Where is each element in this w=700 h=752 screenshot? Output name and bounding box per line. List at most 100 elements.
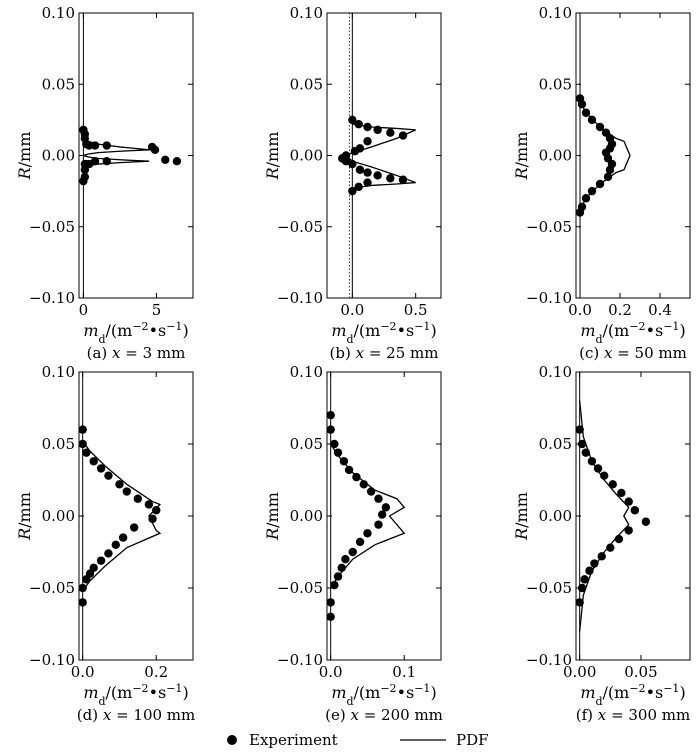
experiment-point xyxy=(326,411,335,420)
plot-frame xyxy=(575,12,691,299)
experiment-point xyxy=(359,480,368,489)
x-axis-label: md/(m−2•s−1) xyxy=(83,320,188,346)
experiment-point xyxy=(82,575,91,584)
experiment-point xyxy=(348,186,357,196)
y-tick-label: 0.10 xyxy=(42,363,75,381)
x-axis-label: md/(m−2•s−1) xyxy=(83,682,188,708)
experiment-point xyxy=(624,526,633,535)
experiment-point xyxy=(641,517,651,526)
y-tick-label: 0.05 xyxy=(290,435,323,453)
experiment-point xyxy=(614,534,624,544)
x-tick-label: 0.05 xyxy=(624,663,657,681)
x-axis-label: md/(m−2•s−1) xyxy=(580,320,685,346)
pdf-line xyxy=(579,400,630,632)
panel-caption: (e) x = 200 mm xyxy=(325,706,443,724)
y-tick-label: −0.10 xyxy=(29,289,75,307)
plot-frame xyxy=(575,371,691,661)
y-tick-label: 0.00 xyxy=(42,147,75,165)
experiment-point xyxy=(96,556,106,565)
experiment-point xyxy=(333,572,343,581)
pdf-line xyxy=(81,137,150,169)
experiment-point xyxy=(577,583,587,593)
x-tick-label: 0.0 xyxy=(340,301,364,319)
experiment-point xyxy=(326,425,335,434)
panel-caption: (b) x = 25 mm xyxy=(330,344,439,362)
experiment-point xyxy=(355,537,365,547)
y-tick-label: 0.00 xyxy=(539,507,572,525)
experiment-point xyxy=(605,165,615,174)
y-tick-label: 0.05 xyxy=(290,75,323,93)
experiment-point xyxy=(96,464,106,473)
experiment-point xyxy=(366,487,376,496)
experiment-point xyxy=(330,580,339,590)
y-tick-label: −0.05 xyxy=(277,218,323,236)
experiment-point xyxy=(374,494,383,503)
x-tick-label: 0.2 xyxy=(144,663,168,681)
experiment-point xyxy=(102,157,111,166)
experiment-point xyxy=(595,179,605,189)
experiment-point xyxy=(577,439,587,449)
y-tick-label: −0.05 xyxy=(277,579,323,597)
experiment-point xyxy=(333,448,343,457)
y-tick-label: 0.00 xyxy=(290,147,323,165)
y-axis-label: R/mm xyxy=(263,492,282,541)
experiment-point xyxy=(381,503,391,512)
y-tick-label: 0.00 xyxy=(42,507,75,525)
experiment-point xyxy=(78,439,87,449)
experiment-point xyxy=(78,583,87,593)
experiment-point xyxy=(593,464,603,473)
plot-frame xyxy=(78,371,194,661)
y-tick-label: −0.10 xyxy=(526,289,572,307)
experiment-point xyxy=(129,523,139,532)
y-tick-label: 0.05 xyxy=(42,435,75,453)
y-tick-label: −0.05 xyxy=(526,218,572,236)
pdf-line xyxy=(82,440,162,592)
experiment-point xyxy=(617,488,626,498)
experiment-point xyxy=(172,157,182,166)
y-axis-label: R/mm xyxy=(512,132,531,181)
experiment-point xyxy=(587,115,597,125)
experiment-point xyxy=(398,175,408,184)
experiment-point xyxy=(341,157,351,166)
experiment-point xyxy=(104,549,113,558)
y-tick-label: −0.05 xyxy=(29,218,75,236)
experiment-point xyxy=(78,598,87,607)
experiment-point xyxy=(581,194,591,203)
x-tick-label: 0.00 xyxy=(563,663,596,681)
experiment-point xyxy=(377,510,387,519)
x-tick-label: 0.0 xyxy=(319,663,343,681)
y-axis-label: R/mm xyxy=(263,132,282,181)
chart-panel-3: 0.10 0.05 0.00 −0.05 −0.100.0 0.2 0.4 R/mm md/(m… xyxy=(512,4,691,362)
experiment-point xyxy=(326,612,335,621)
panel-caption: (a) x = 3 mm xyxy=(87,344,186,362)
experiment-point xyxy=(104,471,113,480)
x-tick-label: 0.1 xyxy=(392,663,416,681)
y-tick-label: 0.10 xyxy=(42,4,75,22)
y-tick-label: 0.10 xyxy=(290,4,323,22)
x-axis-label: md/(m−2•s−1) xyxy=(331,682,436,708)
pdf-line xyxy=(330,443,406,589)
experiment-point xyxy=(575,425,584,434)
experiment-point xyxy=(606,543,615,552)
chart-panel-6: 0.100.050.00−0.05−0.100.00 0.05R/mmmd/(m−… xyxy=(512,363,691,724)
experiment-point xyxy=(150,145,160,154)
panel-caption: (c) x = 50 mm xyxy=(579,344,687,362)
experiment-point xyxy=(575,208,585,217)
experiment-point xyxy=(581,108,591,117)
experiment-point xyxy=(386,128,395,137)
experiment-point xyxy=(597,552,606,561)
experiment-point xyxy=(630,506,640,515)
y-tick-label: 0.05 xyxy=(539,75,572,93)
experiment-point xyxy=(161,155,170,164)
experiment-point xyxy=(82,448,91,457)
y-tick-label: 0.10 xyxy=(539,4,572,22)
y-tick-label: 0.10 xyxy=(539,363,572,381)
experiment-point xyxy=(398,131,408,140)
y-tick-label: 0.05 xyxy=(539,435,572,453)
experiment-point xyxy=(577,100,587,109)
experiment-point xyxy=(587,457,597,466)
experiment-point xyxy=(354,119,363,129)
x-tick-label: 0.0 xyxy=(568,301,592,319)
experiment-point xyxy=(595,122,605,132)
